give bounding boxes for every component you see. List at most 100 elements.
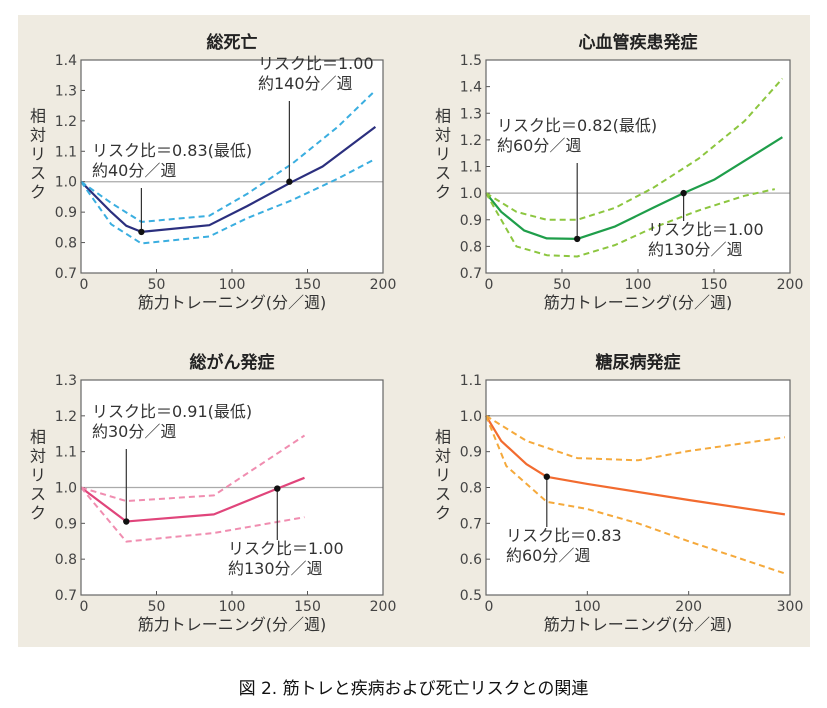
y-axis-label: 相対リスク bbox=[435, 107, 451, 202]
annotation-marker bbox=[543, 473, 550, 480]
x-tick-label: 200 bbox=[370, 277, 397, 293]
x-tick-label: 100 bbox=[574, 599, 601, 615]
series-line-risk bbox=[80, 476, 305, 523]
chart-title: 総死亡 bbox=[207, 32, 258, 53]
x-tick-label: 50 bbox=[553, 277, 571, 293]
x-tick-label: 0 bbox=[80, 277, 89, 293]
plot-frame bbox=[80, 379, 384, 596]
x-tick-label: 100 bbox=[625, 277, 652, 293]
y-tick-label: 1.1 bbox=[460, 373, 482, 389]
series-line-lower-ci bbox=[485, 415, 786, 575]
annotation-marker bbox=[123, 518, 130, 525]
y-tick-label: 1.1 bbox=[55, 445, 77, 461]
y-tick-label: 0.8 bbox=[460, 481, 482, 497]
y-axis-label: 相対リスク bbox=[435, 428, 451, 523]
y-tick-label: 1.3 bbox=[55, 373, 77, 389]
y-tick-label: 0.9 bbox=[55, 205, 77, 221]
annotation-sublabel: 約140分／週 bbox=[258, 74, 353, 93]
series-line-lower-ci bbox=[485, 188, 776, 258]
plot-area bbox=[486, 60, 790, 273]
chart-title: 総がん発症 bbox=[190, 352, 275, 373]
annotation-label: リスク比＝1.00 bbox=[258, 54, 374, 73]
y-tick-label: 0.7 bbox=[55, 588, 77, 604]
series-line-upper-ci bbox=[80, 434, 306, 503]
chart-panel-1: 総死亡 0.7 0.8 0.9 1.0 1.1 1.2 1.3 1.4 0 50 100 150 200 筋… bbox=[30, 32, 396, 312]
annotation-sublabel: 約40分／週 bbox=[92, 161, 176, 180]
annotation-label: リスク比＝0.91(最低) bbox=[92, 402, 252, 421]
y-tick-label: 1.0 bbox=[460, 409, 482, 425]
annotation-marker bbox=[274, 485, 281, 492]
y-tick-label: 1.2 bbox=[55, 409, 77, 425]
annotation-sublabel: 約60分／週 bbox=[506, 546, 590, 565]
y-tick-label: 0.8 bbox=[55, 552, 77, 568]
chart-panel-3: 総がん発症 0.7 0.8 0.9 1.0 1.1 1.2 1.3 0 50 100 150 200 筋力… bbox=[30, 352, 396, 634]
annotation-label: リスク比＝0.82(最低) bbox=[497, 116, 657, 135]
y-tick-label: 0.5 bbox=[460, 588, 482, 604]
x-tick-label: 150 bbox=[294, 599, 321, 615]
y-tick-label: 1.2 bbox=[460, 133, 482, 149]
x-tick-label: 150 bbox=[701, 277, 728, 293]
x-tick-label: 50 bbox=[148, 599, 166, 615]
x-axis-label: 筋力トレーニング(分／週) bbox=[544, 293, 733, 312]
y-tick-label: 1.0 bbox=[460, 186, 482, 202]
x-tick-label: 0 bbox=[485, 599, 494, 615]
x-tick-label: 100 bbox=[219, 599, 246, 615]
y-tick-label: 0.7 bbox=[460, 266, 482, 282]
x-tick-label: 200 bbox=[370, 599, 397, 615]
annotation-marker bbox=[680, 189, 687, 197]
y-tick-label: 1.0 bbox=[55, 175, 77, 191]
x-axis-label: 筋力トレーニング(分／週) bbox=[138, 615, 327, 634]
y-tick-label: 1.5 bbox=[460, 53, 482, 69]
annotation-sublabel: 約130分／週 bbox=[648, 240, 743, 259]
annotation-marker bbox=[138, 228, 145, 236]
chart-title: 糖尿病発症 bbox=[596, 352, 681, 373]
y-tick-label: 1.0 bbox=[55, 481, 77, 497]
x-axis-label: 筋力トレーニング(分／週) bbox=[544, 615, 733, 634]
annotation-marker bbox=[574, 235, 581, 243]
y-tick-label: 0.9 bbox=[460, 213, 482, 229]
x-tick-label: 0 bbox=[80, 599, 89, 615]
x-tick-label: 50 bbox=[148, 277, 166, 293]
annotation-sublabel: 約60分／週 bbox=[497, 136, 581, 155]
x-tick-label: 0 bbox=[485, 277, 494, 293]
series-line-upper-ci bbox=[485, 414, 786, 462]
x-tick-label: 200 bbox=[675, 599, 702, 615]
plot-frame bbox=[485, 59, 791, 274]
y-tick-label: 1.1 bbox=[55, 144, 77, 160]
x-axis-label: 筋力トレーニング(分／週) bbox=[138, 293, 327, 312]
y-axis-label: 相対リスク bbox=[30, 428, 46, 523]
x-tick-label: 300 bbox=[777, 599, 804, 615]
x-tick-label: 200 bbox=[777, 277, 804, 293]
plot-frame bbox=[80, 59, 384, 274]
y-tick-label: 0.9 bbox=[460, 445, 482, 461]
y-tick-label: 1.4 bbox=[460, 80, 482, 96]
y-tick-label: 0.8 bbox=[55, 236, 77, 252]
y-tick-label: 0.9 bbox=[55, 516, 77, 532]
annotation-label: リスク比＝0.83 bbox=[506, 526, 622, 545]
series-line-lower-ci bbox=[80, 486, 305, 543]
x-tick-label: 100 bbox=[219, 277, 246, 293]
series-line-risk bbox=[80, 126, 377, 233]
y-tick-label: 1.3 bbox=[55, 83, 77, 99]
figure-caption: 図 2. 筋トレと疾病および死亡リスクとの関連 bbox=[238, 679, 589, 699]
y-tick-label: 0.7 bbox=[55, 266, 77, 282]
x-tick-label: 150 bbox=[294, 277, 321, 293]
annotation-label: リスク比＝1.00 bbox=[228, 539, 344, 558]
y-tick-label: 1.4 bbox=[55, 53, 77, 69]
annotation-marker bbox=[286, 178, 293, 185]
annotation-sublabel: 約130分／週 bbox=[228, 559, 323, 578]
chart-panel-4: 糖尿病発症 0.5 0.6 0.7 0.8 0.9 1.0 1.1 0 100 200 300 筋力トレ… bbox=[435, 352, 803, 634]
y-tick-label: 1.1 bbox=[460, 160, 482, 176]
y-tick-label: 0.6 bbox=[460, 552, 482, 568]
series-line-upper-ci bbox=[80, 89, 377, 223]
series-line-risk bbox=[485, 136, 783, 240]
annotation-sublabel: 約30分／週 bbox=[92, 422, 176, 441]
y-tick-label: 0.7 bbox=[460, 516, 482, 532]
chart-title: 心血管疾患発症 bbox=[579, 32, 698, 53]
chart-panel-2: 心血管疾患発症 0.7 0.8 0.9 1.0 1.1 1.2 1.3 1.4 1.5 0 50 100… bbox=[435, 32, 803, 312]
annotation-label: リスク比＝1.00 bbox=[648, 220, 764, 239]
plot-area bbox=[81, 60, 383, 273]
y-tick-label: 1.3 bbox=[460, 106, 482, 122]
y-tick-label: 0.8 bbox=[460, 239, 482, 255]
